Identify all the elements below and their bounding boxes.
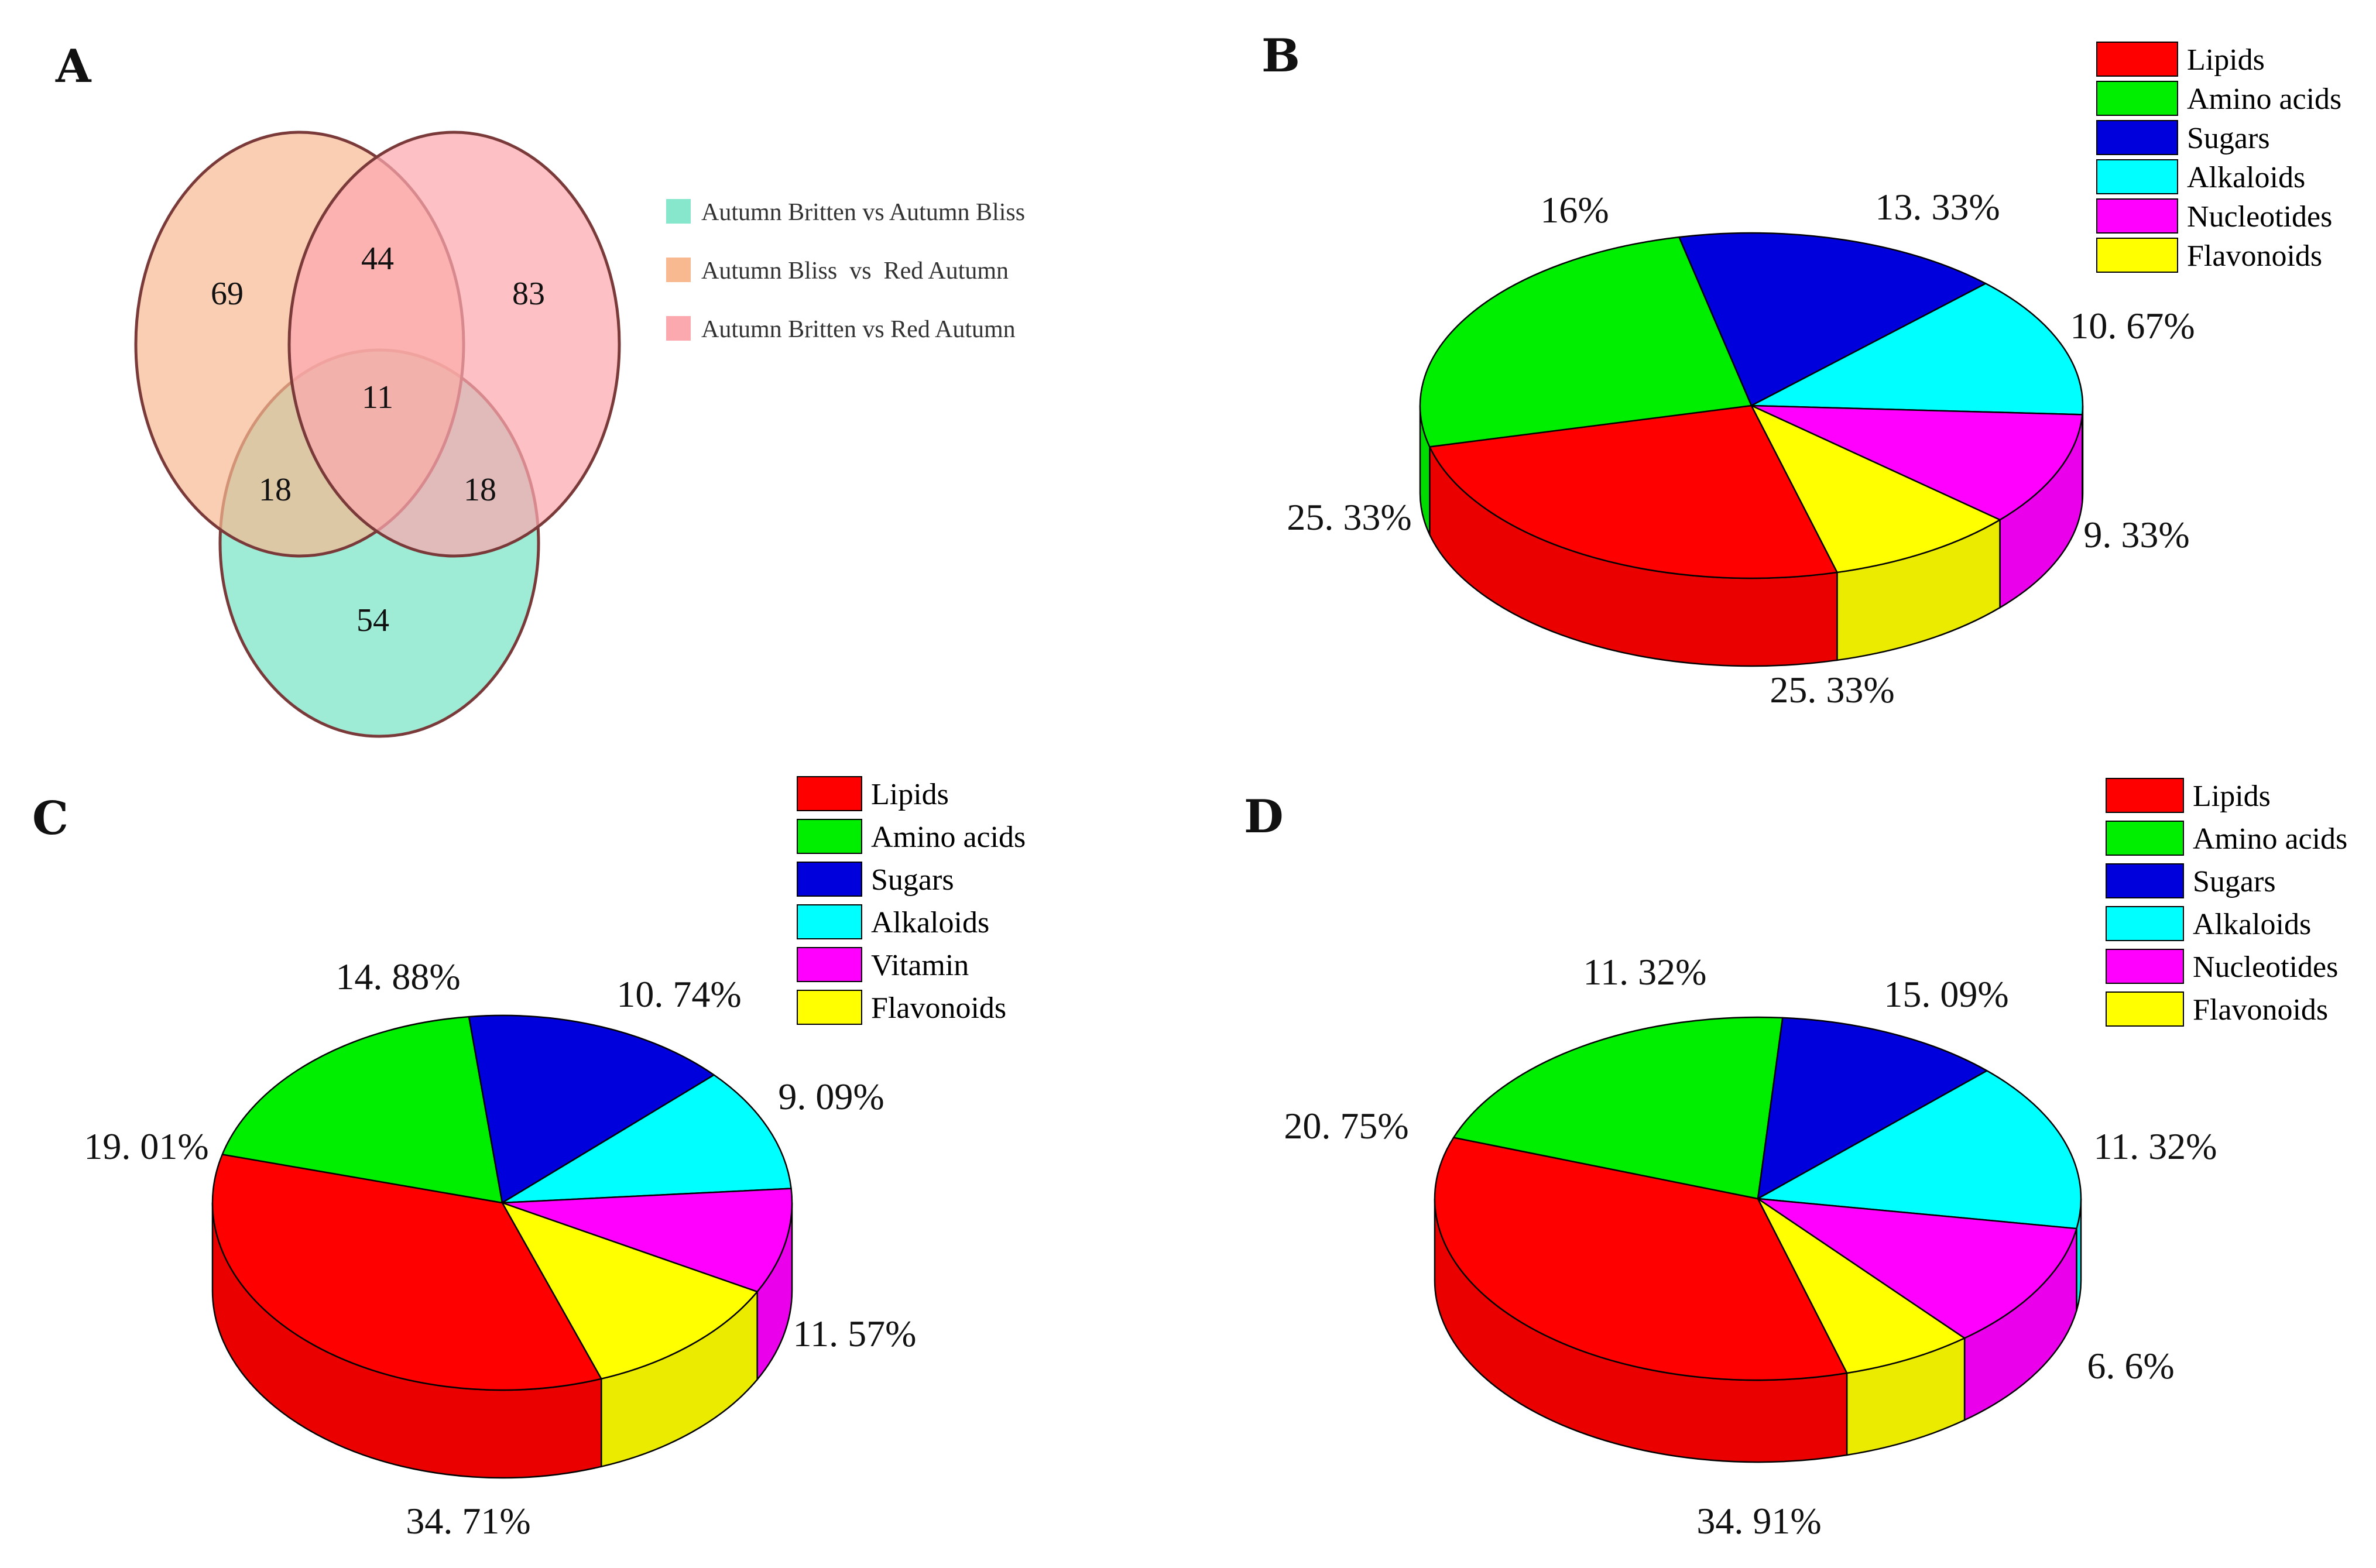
pie-chart-c: 34. 71% 19. 01% 14. 88% 10. 74% 9. 09% 11. 57… [84,776,1026,1542]
pie-chart-b: 25. 33% 25. 33% 16% 13. 33% 10. 67% 9. 33% Lip… [1287,42,2341,711]
pie-b-legend-swatch-amino-acids [2096,81,2178,116]
pie-b-legend-swatch-sugars [2096,120,2178,155]
pie-b-legend-label-flavonoids: Flavonoids [2187,239,2322,273]
pie-b-legend-label-lipids: Lipids [2187,43,2265,77]
venn-legend-swatch-britten-red [666,316,691,341]
pie-d-legend-label-flavonoids: Flavonoids [2193,993,2328,1027]
pie-c-label-lipids: 34. 71% [406,1500,530,1542]
pie-c-legend-label-sugars: Sugars [871,863,954,897]
pie-b-legend-label-amino-acids: Amino acids [2187,83,2341,116]
pie-c-slice-vitamin [501,1188,793,1293]
pie-c-label-flavonoids: 11. 57% [793,1313,917,1354]
pie-c-label-amino-acids: 19. 01% [84,1126,208,1167]
pie-c-label-vitamin: 9. 09% [778,1076,884,1117]
pie-b-legend-label-sugars: Sugars [2187,122,2270,155]
pie-b-label-lipids: 25. 33% [1770,669,1894,711]
pie-d-legend-swatch-nucleotides [2106,949,2184,984]
pie-d-slice-sugars [1757,1017,1988,1200]
pie-b-label-sugars: 16% [1540,189,1609,231]
pie-c-legend-swatch-amino-acids [797,819,862,854]
pie-b-legend-label-alkaloids: Alkaloids [2187,161,2305,194]
pie-c-legend-label-flavonoids: Flavonoids [871,991,1006,1025]
pie-b-slice-amino-acids [1419,236,1753,448]
venn-legend-label-britten-red: Autumn Britten vs Red Autumn [701,316,1016,343]
pie-d-legend-swatch-flavonoids [2106,991,2184,1027]
pie-c-legend-label-amino-acids: Amino acids [871,821,1026,854]
venn-set-britten-red [287,131,621,558]
venn-count-bliss-red-and-britten-bliss: 18 [259,472,292,508]
pie-b-legend-label-nucleotides: Nucleotides [2187,200,2332,234]
pie-c-legend-label-lipids: Lipids [871,778,949,811]
pie-chart-d: 34. 91% 20. 75% 11. 32% 15. 09% 11. 32% 6. 6%… [1284,778,2347,1542]
pie-d-slice-nucleotides [1757,1198,2077,1339]
pie-b-legend-swatch-nucleotides [2096,198,2178,234]
pie-b-legend-swatch-alkaloids [2096,159,2178,194]
pie-b-label-alkaloids: 13. 33% [1875,186,2000,228]
pie-b-slice-lipids [1429,404,1838,579]
venn-legend-swatch-britten-bliss [666,199,691,224]
pie-b-slice-alkaloids [1750,283,2084,416]
venn-count-all-three: 11 [362,379,393,416]
pie-b-slice-sugars [1678,232,1987,407]
pie-d-legend-swatch-alkaloids [2106,906,2184,941]
pie-d-slice-lipids [1434,1137,1848,1381]
pie-c-legend-swatch-sugars [797,862,862,897]
pie-c-legend-swatch-alkaloids [797,904,862,939]
pie-c-legend-swatch-flavonoids [797,990,862,1025]
pie-d-legend-label-alkaloids: Alkaloids [2193,908,2311,941]
pie-d-label-flavonoids: 6. 6% [2087,1345,2174,1387]
venn-count-bliss-red-and-britten-red: 44 [361,241,394,277]
pie-c-legend-label-vitamin: Vitamin [871,949,969,982]
venn-legend-swatch-bliss-red [666,258,691,282]
pie-c-legend: Lipids Amino acids Sugars Alkaloids Vitamin F… [797,776,1026,1025]
pie-d-slice-alkaloids [1757,1070,2082,1230]
pie-b-slice-nucleotides [1750,404,2083,521]
pie-d-slice-amino-acids [1453,1016,1784,1200]
pie-c-slice-lipids [211,1154,602,1391]
pie-c-legend-label-alkaloids: Alkaloids [871,906,989,939]
pie-b-label-amino-acids: 25. 33% [1287,496,1411,538]
venn-count-britten-red-and-britten-bliss: 18 [464,472,496,508]
pie-d-label-alkaloids: 15. 09% [1884,973,2008,1015]
venn-legend: Autumn Britten vs Autumn Bliss Autumn Bl… [666,199,1025,343]
pie-b-legend-swatch-lipids [2096,42,2178,77]
venn-count-bliss-red-only: 69 [211,276,244,312]
pie-c-label-sugars: 14. 88% [335,956,460,997]
panel-label-a: A [55,40,92,93]
pie-d-label-lipids: 34. 91% [1696,1500,1821,1542]
pie-b-label-flavonoids: 9. 33% [2083,514,2189,555]
pie-d-label-nucleotides: 11. 32% [2094,1126,2217,1167]
venn-diagram: 69 44 83 11 18 18 54 Autumn Britten vs A… [134,131,1025,738]
pie-d-slice-flavonoids [1757,1198,1966,1374]
pie-d-legend-label-sugars: Sugars [2193,865,2276,898]
pie-d-legend-label-nucleotides: Nucleotides [2193,951,2338,984]
pie-b-legend: Lipids Amino acids Sugars Alkaloids Nucleoti… [2096,42,2341,273]
venn-legend-label-britten-bliss: Autumn Britten vs Autumn Bliss [701,199,1025,226]
pie-c-legend-swatch-lipids [797,776,862,811]
pie-d-label-amino-acids: 20. 75% [1284,1105,1408,1147]
venn-count-britten-red-only: 83 [512,276,545,312]
venn-legend-label-bliss-red: Autumn Bliss vs Red Autumn [701,258,1009,284]
pie-c-label-alkaloids: 10. 74% [616,973,741,1015]
pie-c-slice-alkaloids [501,1074,792,1204]
panel-label-b: B [1261,29,1300,83]
pie-c-legend-swatch-vitamin [797,947,862,982]
pie-b-label-nucleotides: 10. 67% [2070,305,2195,346]
pie-c-slice-flavonoids [501,1202,758,1380]
pie-d-legend-swatch-amino-acids [2106,821,2184,856]
pie-c-slice-sugars [468,1014,715,1204]
pie-b-slice-flavonoids [1750,404,2001,574]
pie-c-slice-amino-acids [221,1015,503,1204]
pie-d-legend-swatch-lipids [2106,778,2184,813]
venn-count-britten-bliss-only: 54 [356,602,389,639]
panel-label-c: C [32,792,68,845]
pie-d-legend-label-lipids: Lipids [2193,780,2271,813]
pie-b-legend-swatch-flavonoids [2096,238,2178,273]
pie-d-legend: Lipids Amino acids Sugars Alkaloids Nucleoti… [2106,778,2347,1027]
pie-d-label-sugars: 11. 32% [1583,951,1707,993]
pie-d-legend-label-amino-acids: Amino acids [2193,822,2347,856]
panel-label-d: D [1244,790,1284,843]
pie-d-legend-swatch-sugars [2106,863,2184,898]
